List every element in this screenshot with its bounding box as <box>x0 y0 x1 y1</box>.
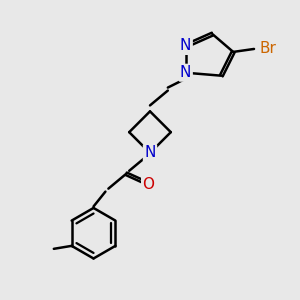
Text: N: N <box>180 38 191 53</box>
Text: O: O <box>142 177 154 192</box>
Text: N: N <box>144 146 156 160</box>
Text: N: N <box>180 65 191 80</box>
Text: Br: Br <box>260 41 277 56</box>
